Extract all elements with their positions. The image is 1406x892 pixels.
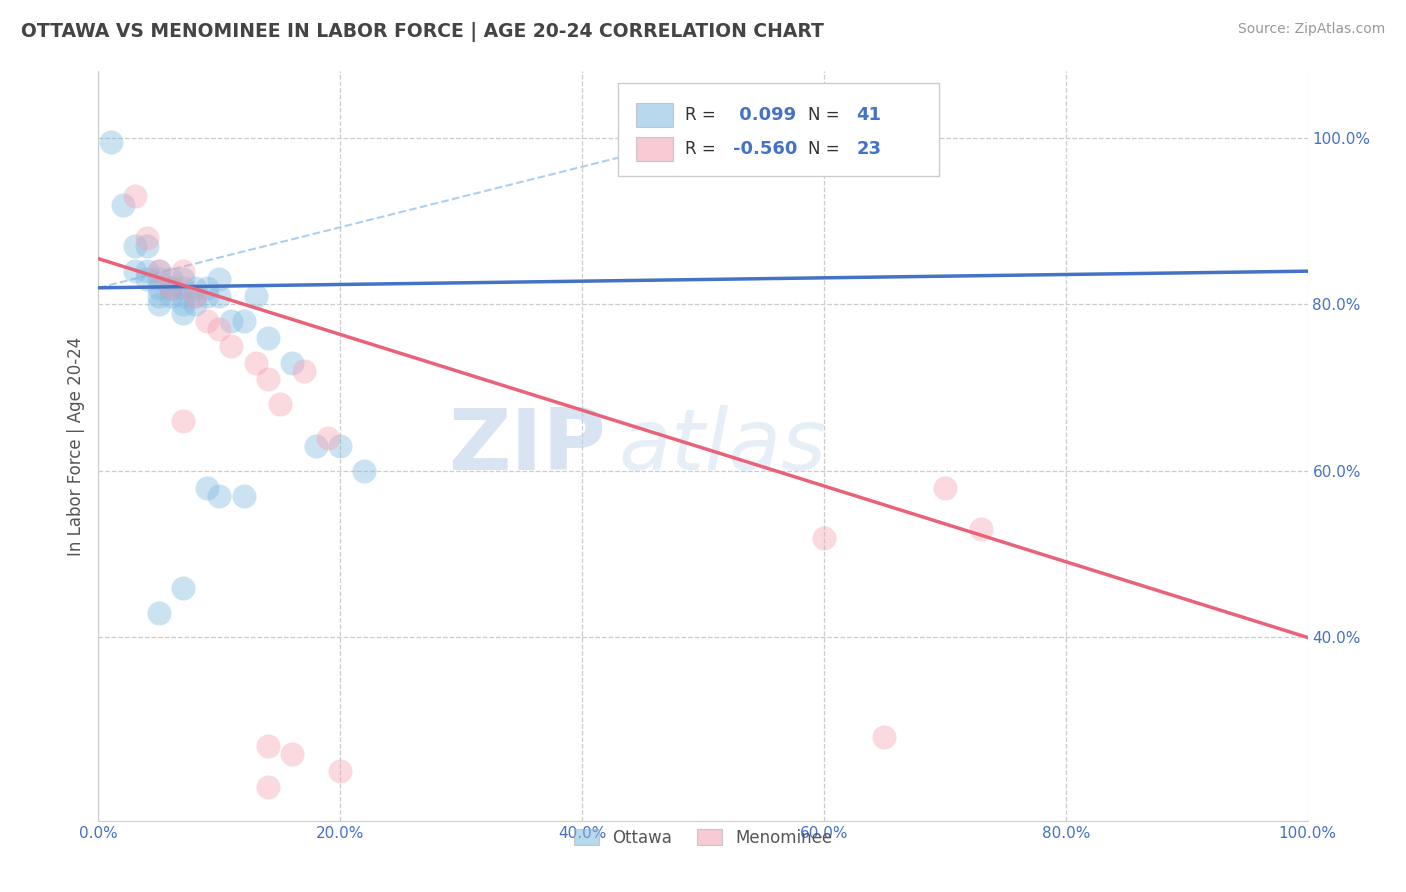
Text: OTTAWA VS MENOMINEE IN LABOR FORCE | AGE 20-24 CORRELATION CHART: OTTAWA VS MENOMINEE IN LABOR FORCE | AGE… [21, 22, 824, 42]
Point [148, 264, 170, 278]
Point [195, 314, 218, 328]
Point [172, 264, 194, 278]
Point [111, 197, 134, 211]
Point [172, 281, 194, 295]
Point [195, 281, 218, 295]
Text: 0.099: 0.099 [734, 106, 796, 124]
Point [873, 731, 896, 745]
Point [124, 264, 146, 278]
Text: N =: N = [808, 106, 845, 124]
Point [221, 314, 243, 328]
Bar [637, 103, 672, 127]
Point [970, 522, 993, 536]
Text: R =: R = [685, 106, 721, 124]
Point [292, 364, 315, 378]
Text: Source: ZipAtlas.com: Source: ZipAtlas.com [1237, 22, 1385, 37]
Text: ZIP: ZIP [449, 404, 606, 488]
Point [232, 489, 254, 503]
Text: 41: 41 [856, 106, 882, 124]
Point [148, 289, 170, 303]
Point [208, 289, 231, 303]
Bar [637, 136, 672, 161]
Point [208, 489, 231, 503]
Point [269, 397, 291, 411]
Point [184, 289, 207, 303]
Point [232, 314, 254, 328]
Text: atlas: atlas [619, 404, 827, 488]
Point [160, 272, 183, 286]
FancyBboxPatch shape [619, 83, 939, 177]
Point [160, 289, 183, 303]
Point [172, 272, 194, 286]
Point [135, 231, 157, 245]
Y-axis label: In Labor Force | Age 20-24: In Labor Force | Age 20-24 [66, 336, 84, 556]
Point [281, 747, 304, 761]
Point [172, 581, 194, 595]
Point [124, 239, 146, 253]
Text: -0.560: -0.560 [734, 139, 797, 158]
Point [135, 264, 157, 278]
Point [172, 289, 194, 303]
Point [160, 281, 183, 295]
Point [148, 264, 170, 278]
Point [172, 297, 194, 311]
Point [934, 481, 956, 495]
Point [135, 239, 157, 253]
Point [195, 481, 218, 495]
Point [184, 297, 207, 311]
Legend: Ottawa, Menominee: Ottawa, Menominee [567, 822, 839, 854]
Point [208, 322, 231, 336]
Point [172, 414, 194, 428]
Point [135, 272, 157, 286]
Point [160, 281, 183, 295]
Point [184, 289, 207, 303]
Point [245, 356, 267, 370]
Point [148, 281, 170, 295]
Text: N =: N = [808, 139, 845, 158]
Point [353, 464, 375, 478]
Point [256, 331, 278, 345]
Point [329, 764, 352, 778]
Point [316, 431, 339, 445]
Text: R =: R = [685, 139, 721, 158]
Point [148, 606, 170, 620]
Point [221, 339, 243, 353]
Point [100, 135, 122, 149]
Point [148, 297, 170, 311]
Point [256, 372, 278, 386]
Point [148, 272, 170, 286]
Point [124, 189, 146, 203]
Point [256, 739, 278, 753]
Point [208, 272, 231, 286]
Point [813, 531, 835, 545]
Point [195, 289, 218, 303]
Point [281, 356, 304, 370]
Point [172, 306, 194, 320]
Point [305, 439, 328, 453]
Point [184, 281, 207, 295]
Point [329, 439, 352, 453]
Text: 23: 23 [856, 139, 882, 158]
Point [160, 281, 183, 295]
Point [245, 289, 267, 303]
Point [256, 780, 278, 795]
